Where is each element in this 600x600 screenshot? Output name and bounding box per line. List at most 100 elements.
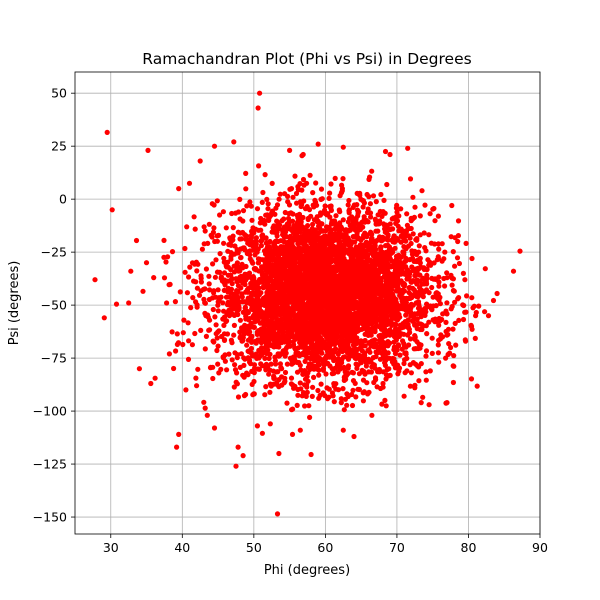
data-point [362,371,368,377]
data-point [331,304,337,311]
data-point [270,280,277,286]
data-point [222,352,228,358]
data-point [221,337,228,343]
data-point [368,258,374,265]
data-point [335,387,342,393]
data-point [452,320,458,326]
data-point [379,213,385,219]
data-point [358,297,364,304]
data-point [304,204,310,210]
data-point [384,332,390,338]
data-point [177,289,183,295]
data-point [449,303,455,310]
data-point [202,310,208,316]
data-point [238,254,244,261]
data-point [234,381,240,387]
data-point [446,341,452,347]
data-point [315,357,321,363]
data-point [305,216,311,223]
data-point [334,361,341,367]
data-point [367,201,373,207]
data-point [403,351,409,357]
data-point [418,342,424,348]
data-point [429,284,435,291]
data-point [304,389,310,395]
data-point [276,196,282,202]
data-point [330,268,336,275]
data-point [201,286,207,292]
data-point [312,291,318,297]
data-point [347,227,353,233]
data-point [338,286,344,292]
data-point [377,304,383,310]
data-point [292,345,298,351]
data-point [472,335,478,341]
data-point [256,163,262,169]
data-point [270,254,276,260]
data-point [395,342,401,348]
data-point [273,270,280,276]
data-point [325,211,331,217]
data-point [389,258,395,264]
data-point [273,369,279,375]
data-point [393,253,400,259]
data-point [243,170,249,176]
data-point [231,384,237,390]
data-point [248,203,254,209]
data-point [281,282,288,288]
data-point [331,325,337,332]
data-point [282,248,288,254]
data-point [373,342,379,348]
data-point [330,218,336,224]
data-point [374,384,380,390]
data-point [281,288,287,294]
data-point [349,402,356,409]
data-point [163,259,169,265]
data-point [277,191,283,197]
data-point [387,226,393,233]
data-point [333,336,339,342]
data-point [310,384,316,390]
data-point [383,285,389,291]
data-point [313,296,319,302]
data-point [185,320,191,326]
data-point [262,355,268,361]
data-point [381,273,388,279]
data-point [258,238,264,244]
data-point [391,239,398,245]
data-point [412,322,418,328]
data-point [226,351,232,357]
data-point [189,260,196,266]
data-point [293,224,299,230]
data-point [237,236,243,242]
data-point [445,326,452,332]
data-point [295,392,301,398]
data-point [196,292,203,298]
data-point [401,331,407,337]
data-point [206,296,212,303]
data-point [424,272,430,278]
data-point [296,307,302,313]
data-point [315,325,321,331]
data-point [207,327,213,333]
data-point [337,347,343,353]
data-point [239,291,245,297]
data-point [369,275,375,281]
data-point [442,249,448,255]
data-point [265,265,271,271]
data-point [220,277,226,283]
data-point [300,253,306,259]
data-point [436,297,442,303]
data-point [297,328,303,334]
data-point [318,381,324,387]
data-point [240,280,246,286]
data-point [401,244,407,250]
data-point [390,315,396,321]
data-point [427,211,433,217]
data-point [269,210,275,216]
data-point [277,296,284,302]
data-point [205,314,211,320]
data-point [300,224,306,230]
data-point [244,250,250,257]
data-point [378,336,384,342]
